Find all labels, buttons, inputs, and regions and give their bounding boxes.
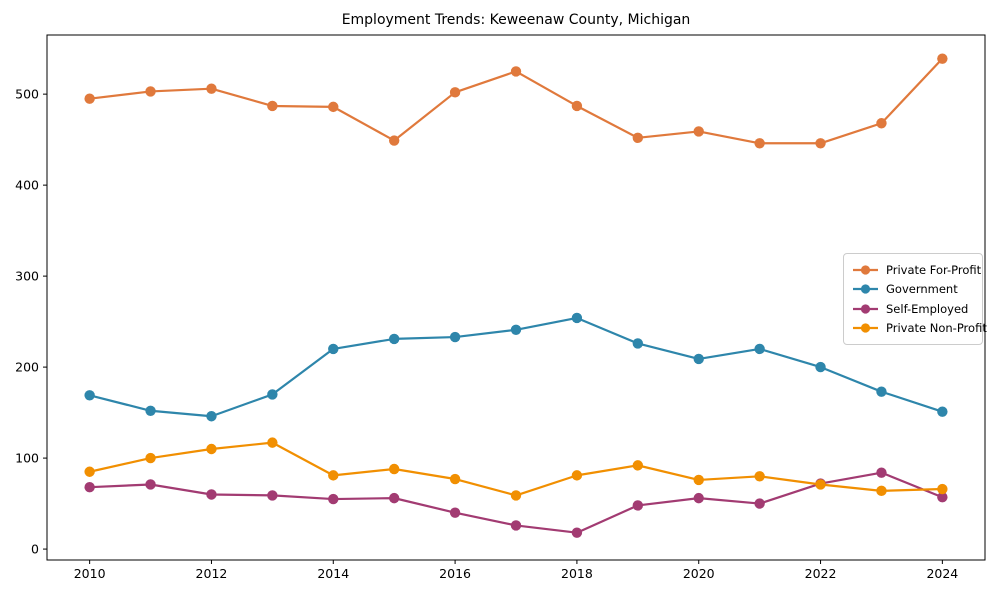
data-point [571, 470, 583, 481]
data-point [815, 138, 826, 149]
data-point [510, 490, 522, 501]
y-tick-label: 0 [31, 542, 39, 557]
data-point [754, 498, 765, 509]
x-tick-label: 2016 [439, 566, 471, 581]
y-tick-label: 100 [15, 451, 39, 466]
data-point [328, 470, 339, 481]
data-point [693, 353, 704, 365]
legend: Private For-Profit Government Self-Employe… [843, 253, 987, 345]
data-point [84, 482, 95, 493]
x-tick-label: 2012 [196, 566, 228, 581]
legend-marker-icon [853, 304, 878, 314]
data-point [449, 507, 461, 518]
data-point [449, 87, 461, 98]
data-point [145, 479, 156, 490]
legend-label: Government [886, 282, 958, 297]
data-point [632, 338, 644, 349]
data-point [267, 100, 278, 112]
data-point [328, 343, 339, 355]
axes-frame [46, 34, 986, 561]
data-point [937, 483, 948, 495]
legend-marker-icon [853, 265, 878, 275]
legend-marker-icon [853, 284, 878, 294]
legend-item-private-non-profit: Private Non-Profit [852, 319, 987, 339]
data-point [267, 437, 278, 448]
data-point [206, 489, 217, 500]
data-point [632, 460, 644, 471]
data-point [571, 527, 583, 538]
series-line-private-non-profit [88, 441, 944, 497]
data-point [876, 386, 887, 397]
data-point [693, 126, 704, 137]
data-point [571, 100, 583, 112]
data-point [206, 443, 217, 455]
data-point [693, 492, 704, 504]
chart-title: Employment Trends: Keweenaw County, Mich… [341, 12, 691, 28]
data-point [876, 118, 887, 129]
y-tick-label: 500 [15, 87, 39, 102]
data-point [693, 474, 704, 486]
data-point [510, 324, 522, 336]
x-tick-label: 2018 [561, 566, 593, 581]
x-tick-label: 2024 [926, 566, 958, 581]
data-point [449, 331, 461, 343]
legend-label: Private Non-Profit [886, 321, 987, 336]
x-tick-label: 2014 [317, 566, 349, 581]
data-point [754, 343, 765, 355]
data-point [937, 492, 948, 503]
data-point [937, 53, 948, 64]
data-point [84, 93, 95, 104]
data-point [328, 493, 339, 505]
data-point [754, 471, 765, 482]
y-tick-label: 200 [15, 360, 39, 375]
data-point [388, 492, 400, 504]
legend-item-government: Government [852, 280, 974, 300]
data-point [388, 333, 400, 345]
data-point [510, 520, 522, 531]
data-point [815, 361, 826, 373]
data-point [145, 405, 156, 416]
legend-item-private-for-profit: Private For-Profit [852, 260, 981, 280]
data-point [571, 312, 583, 324]
data-point [388, 135, 400, 146]
legend-label: Private For-Profit [886, 262, 982, 277]
x-tick-label: 2010 [74, 566, 106, 581]
data-point [632, 500, 644, 511]
data-point [267, 389, 278, 400]
legend-label: Self-Employed [886, 301, 969, 316]
data-point [267, 490, 278, 501]
data-point [876, 485, 887, 497]
data-point [632, 132, 644, 144]
x-tick-label: 2022 [805, 566, 837, 581]
data-point [84, 466, 95, 477]
x-tick-label: 2020 [683, 566, 715, 581]
y-tick-label: 300 [15, 269, 39, 284]
data-point [876, 467, 887, 478]
y-tick-label: 400 [15, 178, 39, 193]
legend-marker-icon [853, 323, 878, 333]
data-point [206, 83, 217, 94]
data-point [937, 406, 948, 417]
data-point [206, 411, 217, 422]
data-point [145, 452, 156, 464]
data-point [388, 463, 400, 475]
data-point [145, 86, 156, 97]
data-point [510, 66, 522, 77]
data-point [449, 473, 461, 485]
data-point [815, 479, 826, 490]
data-point [328, 101, 339, 113]
data-point [84, 390, 95, 401]
legend-item-self-employed: Self-Employed [852, 299, 974, 319]
data-point [754, 138, 765, 149]
